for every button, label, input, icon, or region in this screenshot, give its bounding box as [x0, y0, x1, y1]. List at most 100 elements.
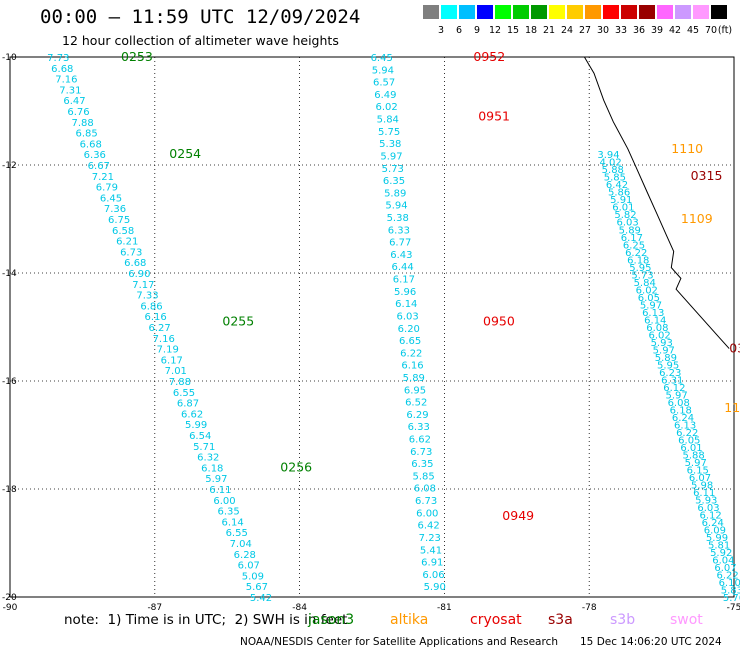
altika-value: 5.85	[412, 471, 434, 482]
jason3-value: 6.85	[75, 129, 97, 140]
color-scale-label: 15	[506, 25, 520, 36]
legend-altika: altika	[390, 612, 429, 628]
jason3-value: 6.27	[148, 323, 170, 334]
color-scale-label: 6	[455, 25, 463, 36]
color-swatch	[549, 5, 566, 19]
altika-value: 6.49	[374, 90, 396, 101]
altika-value: 5.96	[394, 287, 416, 298]
coastal-track-value: 5.76	[723, 593, 740, 604]
jason3-time-label: 0255	[222, 314, 254, 329]
altika-value: 6.73	[415, 496, 437, 507]
jason3-value: 7.88	[169, 377, 191, 388]
altika-time-label: 0951	[478, 108, 510, 123]
jason3-value: 6.86	[140, 301, 162, 312]
jason3-value: 6.35	[217, 507, 239, 518]
jason3-value: 6.55	[173, 388, 195, 399]
color-swatch	[477, 5, 494, 19]
coastal-track-value: 6.24	[672, 413, 694, 424]
x-tick-label: -75	[727, 603, 740, 613]
altika-value: 6.33	[388, 225, 410, 236]
jason3-value: 7.04	[230, 539, 252, 550]
coastal-track-value: 3.94	[597, 150, 619, 161]
color-scale-label: 3	[437, 25, 445, 36]
legend-s3b: s3b	[610, 612, 636, 628]
altika-value: 6.17	[393, 275, 415, 286]
jason3-time-label: 0253	[121, 49, 153, 64]
coastal-track-value: 5.93	[651, 338, 673, 349]
color-swatch	[423, 5, 440, 19]
color-swatch	[657, 5, 674, 19]
jason3-value: 7.19	[157, 345, 179, 356]
color-scale-label: 27	[578, 25, 592, 36]
jason3-value: 6.54	[189, 431, 211, 442]
coastal-track-value: 6.04	[712, 556, 734, 567]
color-swatch	[459, 5, 476, 19]
altika-value: 5.89	[384, 188, 406, 199]
altika-value: 6.35	[383, 176, 405, 187]
altika-value: 6.22	[400, 348, 422, 359]
jason3-value: 6.18	[201, 463, 223, 474]
color-scale-label: 12	[488, 25, 502, 36]
coastal-track-value: 6.03	[616, 218, 638, 229]
coastal-track-value: 6.10	[719, 578, 740, 589]
coastal-track-value: 6.07	[689, 473, 711, 484]
coastal-track-value: 6.22	[676, 428, 698, 439]
jason3-value: 6.07	[238, 561, 260, 572]
altika-value: 6.35	[411, 459, 433, 470]
footer-note: note: 1) Time is in UTC; 2) SWH is in fe…	[64, 612, 348, 628]
altika-value: 5.84	[377, 115, 399, 126]
coastal-track-value: 5.95	[657, 360, 679, 371]
color-scale-label: 33	[614, 25, 628, 36]
coastal-track-value: 6.01	[612, 203, 634, 214]
altika-value: 7.23	[419, 533, 441, 544]
coastal-track-value: 6.17	[621, 233, 643, 244]
altika-time-label: 0952	[473, 49, 505, 64]
jason3-value: 6.76	[67, 107, 89, 118]
jason3-value: 6.87	[177, 399, 199, 410]
coastal-track-value: 6.03	[697, 503, 719, 514]
jason3-value: 6.32	[197, 453, 219, 464]
color-swatch	[711, 5, 728, 19]
jason3-value: 6.28	[234, 550, 256, 561]
coastal-track-value: 5.97	[640, 300, 662, 311]
jason3-value: 7.73	[47, 53, 69, 64]
jason3-value: 6.36	[84, 150, 106, 161]
color-swatch	[441, 5, 458, 19]
jason3-value: 6.67	[88, 161, 110, 172]
pass-time-label: 110	[724, 400, 740, 415]
y-tick-label: -20	[2, 593, 17, 603]
jason3-value: 6.62	[181, 409, 203, 420]
altika-value: 5.75	[378, 127, 400, 138]
jason3-value: 6.68	[80, 139, 102, 150]
jason3-value: 7.16	[153, 334, 175, 345]
color-swatch	[585, 5, 602, 19]
coastal-track-value: 6.02	[636, 285, 658, 296]
color-scale-label: (ft)	[717, 25, 733, 36]
color-swatch	[495, 5, 512, 19]
x-tick-label: -78	[582, 603, 597, 613]
coastal-track-value: 5.97	[653, 345, 675, 356]
coastal-track-value: 5.89	[619, 225, 641, 236]
chart-title: 00:00 – 11:59 UTC 12/09/2024	[40, 6, 361, 28]
jason3-value: 5.71	[193, 442, 215, 453]
legend-swot: swot	[670, 612, 703, 628]
coastal-track-value: 6.14	[644, 315, 666, 326]
coastal-track-value: 6.09	[704, 526, 726, 537]
pass-time-label: 1109	[681, 211, 713, 226]
altika-value: 6.91	[421, 558, 443, 569]
altika-value: 6.03	[396, 311, 418, 322]
coastal-track-value: 5.98	[691, 480, 713, 491]
altika-value: 6.20	[398, 324, 420, 335]
y-tick-label: -18	[2, 485, 17, 495]
pass-time-label: 0314	[729, 341, 740, 356]
altika-value: 6.02	[375, 102, 397, 113]
legend-s3a: s3a	[548, 612, 573, 628]
altika-value: 6.00	[416, 508, 438, 519]
color-scale-label: 24	[560, 25, 574, 36]
coastal-track-value: 5.95	[629, 263, 651, 274]
coastal-track-value: 5.88	[602, 165, 624, 176]
jason3-value: 6.14	[221, 517, 243, 528]
coastal-track-value: 6.01	[680, 443, 702, 454]
jason3-value: 6.75	[108, 215, 130, 226]
